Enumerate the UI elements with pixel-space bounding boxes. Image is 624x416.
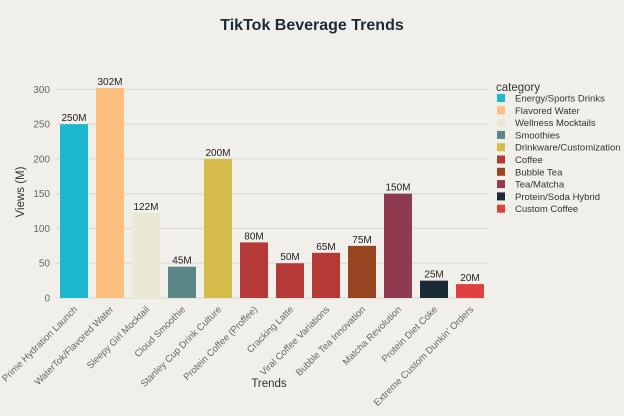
legend-item-label: Protein/Soda Hybrid <box>515 192 600 203</box>
legend-item-label: Smoothies <box>515 130 560 141</box>
data-label: 150M <box>385 183 410 194</box>
bar <box>276 263 304 298</box>
legend-item-label: Coffee <box>515 155 543 166</box>
bar <box>204 158 232 298</box>
legend-swatch <box>497 167 505 176</box>
bar <box>456 284 484 298</box>
bar <box>348 245 376 298</box>
legend-swatch <box>497 143 505 152</box>
bar <box>132 213 160 298</box>
legend-swatch <box>497 118 505 127</box>
data-label: 50M <box>280 252 299 263</box>
y-tick-label: 250 <box>33 120 50 131</box>
x-tick-label: Bubble Tea Innovation <box>294 304 368 378</box>
legend-item-label: Tea/Matcha <box>515 180 565 191</box>
legend-item-label: Custom Coffee <box>515 204 578 215</box>
legend-swatch <box>497 106 505 115</box>
x-tick-label: Sleepy Girl Mocktail <box>85 304 152 371</box>
legend-item-label: Bubble Tea <box>515 167 563 178</box>
bars <box>60 88 484 299</box>
x-tick-label: Viral Coffee Variations <box>258 304 332 378</box>
y-tick-label: 0 <box>44 294 50 305</box>
legend-title: category <box>496 82 540 94</box>
bar <box>420 280 448 298</box>
bar <box>168 266 196 298</box>
bar <box>240 242 268 298</box>
data-label: 20M <box>460 273 479 284</box>
legend-swatch <box>497 192 505 201</box>
data-label: 25M <box>424 270 443 281</box>
data-label: 302M <box>97 77 122 88</box>
data-label: 80M <box>244 231 263 242</box>
y-tick-label: 100 <box>33 224 50 235</box>
data-label: 250M <box>61 113 86 124</box>
legend-swatch <box>497 94 505 102</box>
chart-title: TikTok Beverage Trends <box>220 17 404 34</box>
legend-swatch <box>497 180 505 189</box>
data-label: 45M <box>172 256 191 267</box>
data-label: 75M <box>352 235 371 246</box>
data-label: 65M <box>316 242 335 253</box>
x-axis-title: Trends <box>251 378 287 390</box>
bar <box>60 124 88 298</box>
legend-item-label: Drinkware/Customization <box>515 143 621 154</box>
y-tick-label: 50 <box>39 259 51 270</box>
y-axis-title: Views (M) <box>15 166 27 217</box>
data-labels: 250M 302M 122M 45M 200M 80M 50M 65M 75M 150M 25M 20… <box>61 77 479 284</box>
y-axis-ticks: 0 50 100 150 200 250 300 <box>33 85 50 305</box>
legend-item-label: Flavored Water <box>515 106 580 117</box>
legend-swatch <box>497 130 505 139</box>
x-axis-ticks: Prime Hydration LaunchWaterTok/Flavored … <box>0 304 476 408</box>
legend-swatch <box>497 204 505 213</box>
data-label: 200M <box>205 148 230 159</box>
bar <box>312 252 340 298</box>
y-tick-label: 300 <box>33 85 50 96</box>
y-tick-label: 200 <box>33 154 50 165</box>
data-label: 122M <box>133 202 158 213</box>
bar <box>384 193 412 298</box>
legend-item-label: Energy/Sports Drinks <box>515 94 605 105</box>
y-tick-label: 150 <box>33 189 50 200</box>
legend-item-label: Wellness Mocktails <box>515 118 596 129</box>
legend-swatch <box>497 155 505 164</box>
gridlines <box>56 88 488 299</box>
bar <box>96 88 124 299</box>
